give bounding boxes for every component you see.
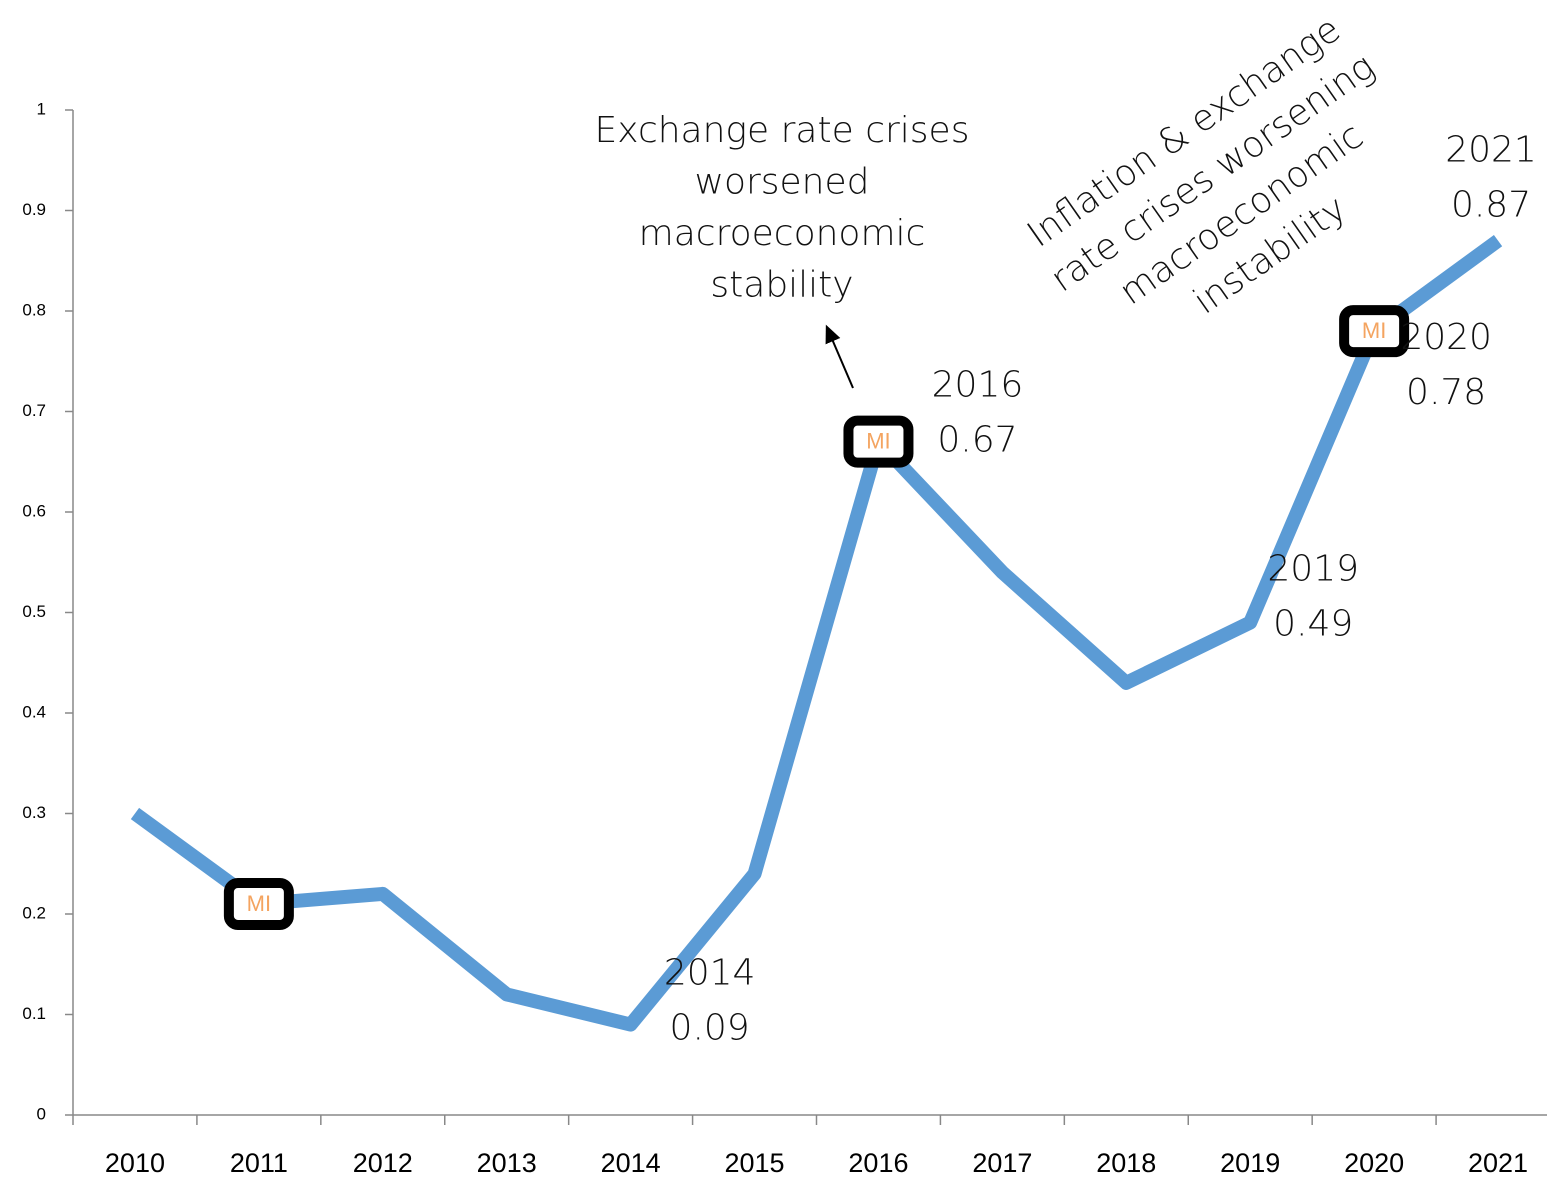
data-label-category: 2014: [664, 953, 756, 994]
x-tick-label: 2017: [972, 1148, 1032, 1178]
annotation-text: Exchange rate crises: [595, 110, 970, 151]
x-tick-label: 2018: [1096, 1148, 1156, 1178]
annotation-text: macroeconomic: [639, 213, 926, 254]
x-tick-label: 2011: [230, 1148, 288, 1178]
x-tick-label: 2013: [477, 1148, 537, 1178]
y-tick-label: 0.7: [22, 401, 46, 420]
x-tick-label: 2020: [1344, 1148, 1404, 1178]
data-label-category: 2020: [1400, 317, 1492, 358]
y-tick-label: 0.1: [22, 1004, 46, 1023]
data-marker: MI: [1339, 305, 1410, 358]
x-tick-label: 2019: [1220, 1148, 1280, 1178]
marker-box: [843, 415, 914, 468]
data-line: [130, 234, 1503, 1032]
y-tick-label: 0: [37, 1104, 46, 1123]
marker-box: [1339, 305, 1410, 358]
marker-label: MI: [247, 891, 271, 916]
annotation-text: worsened: [695, 162, 870, 203]
data-marker: MI: [223, 877, 294, 930]
data-label-category: 2016: [932, 365, 1024, 406]
data-marker: MI: [843, 415, 914, 468]
data-label-category: 2021: [1445, 130, 1537, 171]
data-label-value: 0.09: [670, 1008, 750, 1049]
x-tick-label: 2016: [848, 1148, 908, 1178]
data-label-value: 0.78: [1406, 372, 1486, 413]
x-tick-label: 2014: [601, 1148, 661, 1178]
annotation-arrow: [825, 324, 854, 389]
y-tick-label: 0.9: [22, 200, 46, 219]
data-label-value: 0.49: [1273, 604, 1353, 645]
y-tick-label: 0.6: [22, 501, 46, 520]
data-label-value: 0.87: [1451, 185, 1531, 226]
marker-box: [223, 877, 294, 930]
x-tick-label: 2010: [105, 1148, 165, 1178]
marker-label: MI: [1362, 318, 1386, 343]
y-tick-label: 0.5: [22, 602, 46, 621]
data-label-category: 2019: [1267, 549, 1359, 590]
x-tick-label: 2021: [1468, 1148, 1528, 1178]
y-tick-label: 0.8: [22, 300, 46, 319]
annotation-text: stability: [710, 265, 853, 306]
x-tick-label: 2015: [725, 1148, 785, 1178]
y-tick-label: 0.4: [22, 702, 46, 721]
y-tick-label: 0.3: [22, 803, 46, 822]
y-tick-label: 1: [37, 99, 46, 118]
data-label-value: 0.67: [937, 420, 1017, 461]
marker-label: MI: [866, 428, 890, 453]
y-tick-label: 0.2: [22, 903, 46, 922]
x-tick-label: 2012: [353, 1148, 413, 1178]
